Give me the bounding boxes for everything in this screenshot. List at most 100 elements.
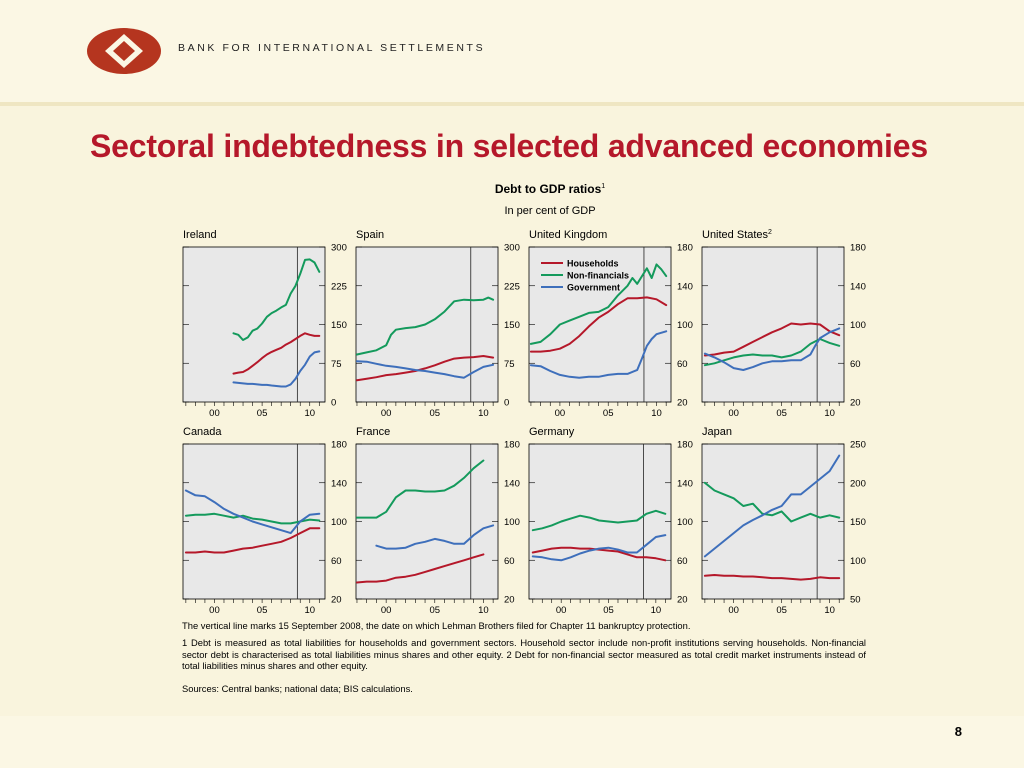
chart-panel-5: France 20 60 100 140 180 00 05 10 <box>355 426 520 616</box>
y-tick-label: 60 <box>504 556 515 567</box>
chart-panel-0: Ireland 0 75 150 225 300 00 05 10 <box>182 229 347 419</box>
y-tick-label: 0 <box>331 398 336 409</box>
y-tick-label: 20 <box>677 595 688 606</box>
x-tick-label: 05 <box>257 408 268 419</box>
x-tick-label: 05 <box>257 605 268 616</box>
note-vertical-line: The vertical line marks 15 September 200… <box>182 620 691 631</box>
series-line-government <box>356 360 495 379</box>
x-tick-label: 10 <box>824 605 835 616</box>
note-footnotes: 1 Debt is measured as total liabilities … <box>182 637 866 671</box>
y-tick-label: 75 <box>331 359 342 370</box>
y-tick-label: 150 <box>504 320 520 331</box>
y-tick-label: 100 <box>677 320 693 331</box>
series-line-non_financials <box>703 338 841 367</box>
y-tick-label: 20 <box>331 595 342 606</box>
x-tick-label: 10 <box>651 605 662 616</box>
panel-title-text: United Kingdom <box>529 229 607 241</box>
panel-title: Spain <box>356 229 384 241</box>
footer <box>0 716 1024 768</box>
series-line-non_financials <box>531 509 667 532</box>
panel-title-note: 2 <box>768 229 772 236</box>
header <box>0 0 1024 102</box>
series-line-government <box>184 489 321 535</box>
slide-title: Sectoral indebtedness in selected advanc… <box>90 128 928 164</box>
series-line-households <box>232 332 321 375</box>
chart-panel-1: Spain 0 75 150 225 300 00 05 10 <box>355 229 520 419</box>
figure-title-note: 1 <box>601 183 606 190</box>
y-tick-label: 300 <box>504 243 520 254</box>
y-tick-label: 140 <box>850 281 866 292</box>
series-line-government <box>232 350 321 388</box>
y-tick-label: 150 <box>850 517 866 528</box>
figure-subtitle: In per cent of GDP <box>504 205 596 217</box>
y-tick-label: 20 <box>677 398 688 409</box>
x-tick-label: 10 <box>304 605 315 616</box>
panel-title: United Kingdom <box>529 229 607 241</box>
figure-title-text: Debt to GDP ratios <box>494 182 602 196</box>
series-line-non_financials <box>356 459 485 519</box>
x-tick-label: 00 <box>555 408 566 419</box>
plot-area <box>701 443 845 600</box>
chart-panel-2: United Kingdom 20 60 100 140 180 00 05 10 Househo… <box>528 229 693 419</box>
y-tick-label: 0 <box>504 398 509 409</box>
y-tick-label: 60 <box>331 556 342 567</box>
series-line-government <box>703 454 841 558</box>
y-tick-label: 100 <box>850 556 866 567</box>
series-line-non_financials <box>356 296 495 356</box>
y-tick-label: 50 <box>850 595 861 606</box>
chart-panel-3: United States2 20 60 100 140 180 00 05 10 <box>701 229 866 419</box>
panel-title: Canada <box>183 426 222 438</box>
y-tick-label: 225 <box>331 281 347 292</box>
panel-title: United States2 <box>702 229 772 241</box>
series-line-households <box>184 527 321 554</box>
y-tick-label: 180 <box>504 440 520 451</box>
panel-title: France <box>356 426 390 438</box>
x-tick-label: 00 <box>728 605 739 616</box>
y-tick-label: 60 <box>677 556 688 567</box>
page-number: 8 <box>954 724 962 739</box>
x-tick-label: 00 <box>209 605 220 616</box>
panel-title-text: Spain <box>356 229 384 241</box>
y-tick-label: 150 <box>331 320 347 331</box>
y-tick-label: 100 <box>677 517 693 528</box>
y-tick-label: 180 <box>677 243 693 254</box>
y-tick-label: 75 <box>504 359 515 370</box>
y-tick-label: 180 <box>850 243 866 254</box>
series-line-households <box>703 322 841 357</box>
series-line-non_financials <box>703 481 841 523</box>
x-tick-label: 05 <box>776 408 787 419</box>
y-tick-label: 100 <box>331 517 347 528</box>
y-tick-label: 100 <box>504 517 520 528</box>
series-line-non_financials <box>529 263 668 345</box>
series-line-households <box>356 355 495 382</box>
y-tick-label: 20 <box>850 398 861 409</box>
y-tick-label: 60 <box>677 359 688 370</box>
x-tick-label: 10 <box>651 408 662 419</box>
y-tick-label: 100 <box>850 320 866 331</box>
x-tick-label: 10 <box>478 605 489 616</box>
panel-title-text: France <box>356 426 390 438</box>
y-tick-label: 140 <box>677 478 693 489</box>
figure-title: Debt to GDP ratios1 <box>0 182 1024 196</box>
panel-title-text: Ireland <box>183 229 217 241</box>
y-tick-label: 200 <box>850 478 866 489</box>
organization-name: BANK FOR INTERNATIONAL SETTLEMENTS <box>178 42 486 54</box>
panel-title: Ireland <box>183 229 217 241</box>
y-tick-label: 140 <box>504 478 520 489</box>
note-sources: Sources: Central banks; national data; B… <box>182 683 413 694</box>
bis-logo <box>87 28 161 74</box>
x-tick-label: 05 <box>603 408 614 419</box>
series-line-government <box>529 330 668 379</box>
chart-panel-6: Germany 20 60 100 140 180 00 05 10 <box>528 426 693 616</box>
y-tick-label: 225 <box>504 281 520 292</box>
y-tick-label: 180 <box>677 440 693 451</box>
plot-area <box>701 246 845 403</box>
legend-label-government: Government <box>567 283 620 293</box>
legend-label-non_financials: Non-financials <box>567 271 629 281</box>
x-tick-label: 00 <box>728 408 739 419</box>
panel-title-text: Japan <box>702 426 732 438</box>
series-line-non_financials <box>184 512 321 525</box>
series-line-households <box>703 574 841 581</box>
series-line-households <box>356 553 485 584</box>
